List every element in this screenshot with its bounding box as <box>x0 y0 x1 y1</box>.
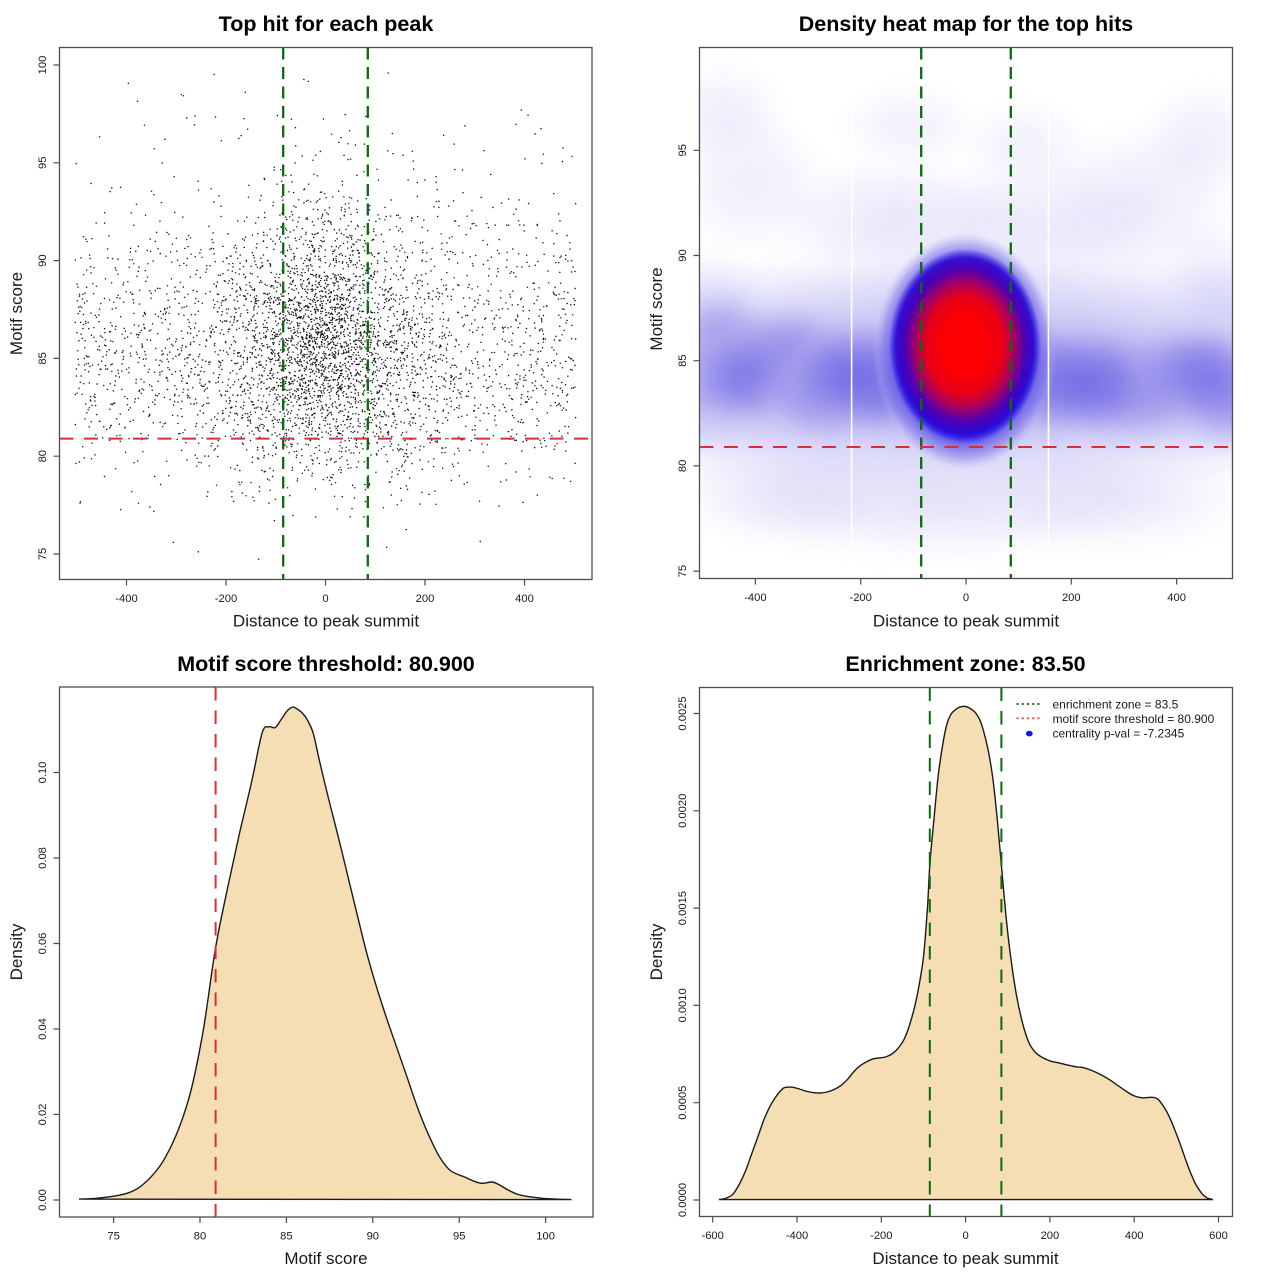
svg-text:Distance to peak summit: Distance to peak summit <box>872 1249 1058 1268</box>
svg-text:80: 80 <box>37 450 49 462</box>
svg-text:Distance to peak summit: Distance to peak summit <box>873 612 1059 631</box>
svg-text:-200: -200 <box>870 1230 892 1242</box>
svg-text:0.0000: 0.0000 <box>677 1183 689 1217</box>
svg-text:85: 85 <box>37 352 49 364</box>
svg-text:100: 100 <box>536 1230 555 1242</box>
svg-text:200: 200 <box>416 593 435 605</box>
svg-text:0.0020: 0.0020 <box>677 794 689 828</box>
svg-text:0.06: 0.06 <box>37 933 49 955</box>
svg-text:Distance to peak summit: Distance to peak summit <box>233 612 419 631</box>
svg-text:centrality p-val = -7.2345: centrality p-val = -7.2345 <box>1053 726 1185 740</box>
svg-text:-400: -400 <box>115 593 137 605</box>
svg-text:95: 95 <box>677 144 689 156</box>
svg-text:-200: -200 <box>849 592 871 604</box>
svg-text:80: 80 <box>677 460 689 472</box>
svg-text:0: 0 <box>322 593 328 605</box>
svg-text:90: 90 <box>677 249 689 261</box>
svg-text:90: 90 <box>367 1230 379 1242</box>
svg-text:0.00: 0.00 <box>37 1189 49 1211</box>
svg-text:motif score threshold = 80.900: motif score threshold = 80.900 <box>1053 712 1215 726</box>
svg-text:200: 200 <box>1041 1230 1060 1242</box>
svg-text:0.0025: 0.0025 <box>677 696 689 730</box>
svg-text:75: 75 <box>677 565 689 577</box>
svg-text:95: 95 <box>453 1230 465 1242</box>
svg-text:Density: Density <box>7 923 26 980</box>
svg-text:75: 75 <box>107 1230 119 1242</box>
svg-text:80: 80 <box>194 1230 206 1242</box>
svg-text:75: 75 <box>37 548 49 560</box>
svg-text:0.0015: 0.0015 <box>677 891 689 925</box>
svg-text:400: 400 <box>515 593 534 605</box>
svg-text:-600: -600 <box>701 1230 723 1242</box>
svg-text:Density heat map for the top h: Density heat map for the top hits <box>799 12 1134 36</box>
svg-text:Motif score: Motif score <box>7 272 26 355</box>
svg-text:0.10: 0.10 <box>37 762 49 784</box>
svg-text:-400: -400 <box>744 592 766 604</box>
svg-text:95: 95 <box>37 157 49 169</box>
svg-text:0.0005: 0.0005 <box>677 1086 689 1120</box>
svg-text:0.04: 0.04 <box>37 1018 49 1040</box>
svg-text:Enrichment zone: 83.50: Enrichment zone: 83.50 <box>845 652 1085 676</box>
svg-text:Motif score: Motif score <box>647 267 666 350</box>
svg-text:0.02: 0.02 <box>37 1104 49 1126</box>
svg-text:Motif score threshold: 80.900: Motif score threshold: 80.900 <box>177 652 475 676</box>
svg-text:0.08: 0.08 <box>37 847 49 869</box>
svg-text:Density: Density <box>647 923 666 980</box>
svg-text:enrichment zone = 83.5: enrichment zone = 83.5 <box>1053 698 1179 712</box>
svg-text:400: 400 <box>1125 1230 1144 1242</box>
svg-text:0: 0 <box>962 1230 968 1242</box>
svg-text:200: 200 <box>1062 592 1081 604</box>
svg-text:0: 0 <box>963 592 969 604</box>
svg-text:0.0010: 0.0010 <box>677 988 689 1022</box>
svg-text:600: 600 <box>1209 1230 1228 1242</box>
svg-text:400: 400 <box>1167 592 1186 604</box>
svg-text:90: 90 <box>37 254 49 266</box>
svg-text:-200: -200 <box>215 593 237 605</box>
svg-text:100: 100 <box>37 56 49 75</box>
svg-text:Motif score: Motif score <box>284 1249 367 1268</box>
svg-text:Top hit for each peak: Top hit for each peak <box>219 12 434 36</box>
svg-text:-400: -400 <box>786 1230 808 1242</box>
svg-text:85: 85 <box>677 354 689 366</box>
svg-text:85: 85 <box>280 1230 292 1242</box>
